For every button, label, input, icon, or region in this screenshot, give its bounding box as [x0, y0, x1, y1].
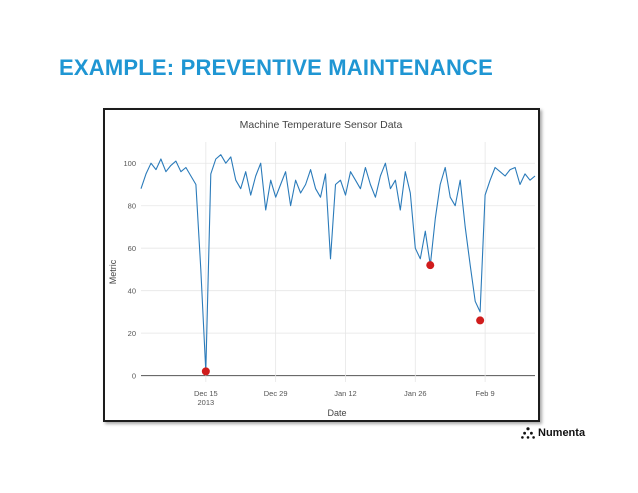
numenta-logo: Numenta [521, 426, 585, 440]
x-tick-label: Feb 9 [476, 389, 495, 398]
anomaly-marker [201, 367, 210, 376]
y-axis-label: Metric [108, 259, 118, 284]
y-tick-label: 80 [128, 202, 136, 211]
x-axis-label: Date [327, 408, 346, 418]
y-tick-label: 0 [132, 372, 136, 381]
x-tick-label: Jan 12 [334, 389, 357, 398]
x-tick-sublabel: 2013 [197, 398, 214, 407]
chart-title: Machine Temperature Sensor Data [240, 119, 403, 131]
chart-frame: 0 20 40 60 80 100 Dec 15 2013 Dec 29 Jan 12 Jan 26… [103, 108, 540, 422]
series-layer [140, 154, 536, 372]
x-tick-label: Jan 26 [404, 389, 427, 398]
y-tick-label: 20 [128, 329, 136, 338]
anomaly-marker [426, 261, 435, 270]
numenta-logo-icon [521, 427, 535, 439]
anomaly-marker [476, 316, 485, 325]
numenta-logo-text: Numenta [538, 427, 586, 439]
y-tick-label: 40 [128, 287, 136, 296]
x-tick-label: Dec 15 [194, 389, 218, 398]
x-tick-label: Dec 29 [264, 389, 288, 398]
y-tick-label: 60 [128, 244, 136, 253]
anomaly-layer [201, 261, 485, 376]
series-line [140, 154, 536, 372]
slide-title: EXAMPLE: PREVENTIVE MAINTENANCE [59, 55, 494, 80]
y-tick-label: 100 [123, 159, 136, 168]
